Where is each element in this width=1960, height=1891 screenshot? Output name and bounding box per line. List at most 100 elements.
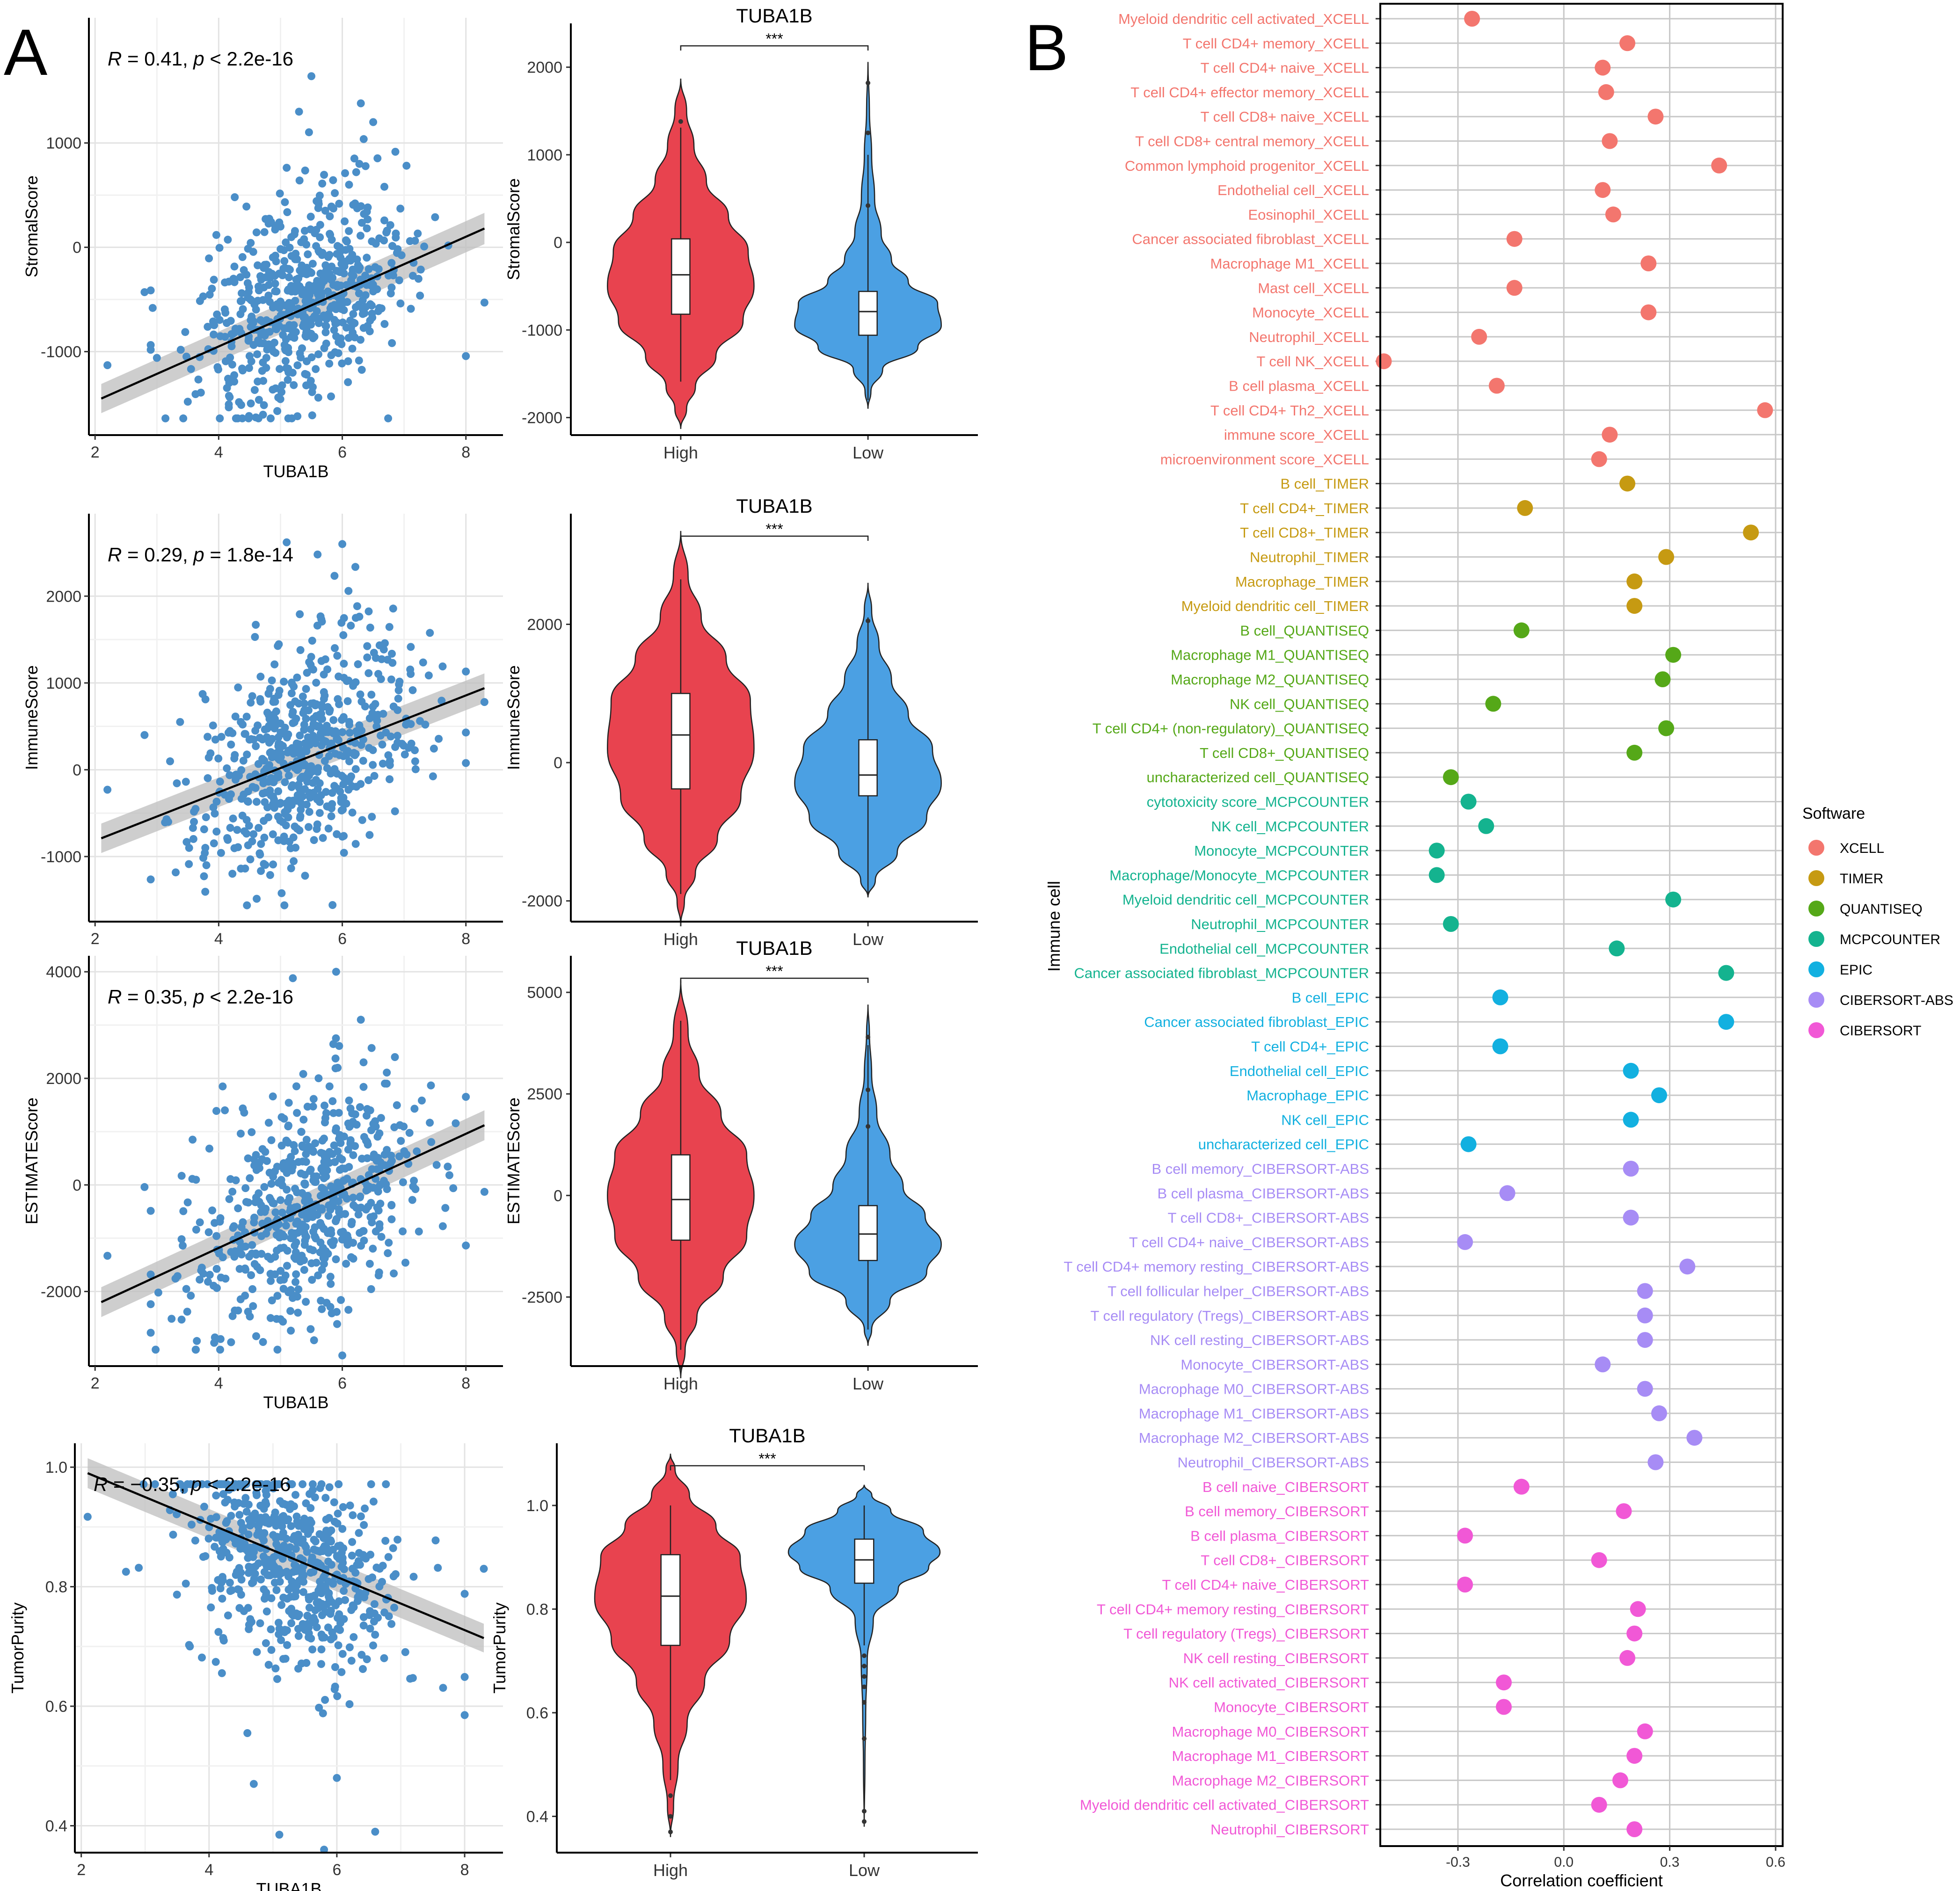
legend-label: TIMER [1840, 871, 1883, 887]
data-point [331, 644, 339, 652]
data-point [321, 1494, 330, 1502]
data-point [322, 339, 330, 348]
data-point [379, 759, 387, 768]
correlation-point [1513, 1478, 1530, 1495]
x-axis-title: TUBA1B [256, 1879, 321, 1891]
data-point [309, 1616, 317, 1624]
data-point [185, 844, 193, 852]
y-tick-label: -1000 [41, 848, 81, 866]
data-point [327, 1226, 335, 1235]
data-point [204, 1228, 213, 1236]
data-point-outlier [140, 1183, 149, 1191]
data-point [278, 1513, 286, 1521]
data-point [216, 332, 225, 341]
data-point [264, 291, 273, 300]
y-tick-label: -2000 [41, 1283, 81, 1301]
data-point [275, 1571, 284, 1579]
data-point [198, 690, 207, 698]
data-point [337, 1228, 345, 1236]
data-point [349, 1254, 357, 1263]
data-point [322, 322, 330, 330]
data-point [196, 1218, 204, 1227]
correlation-point [1460, 793, 1477, 810]
data-point [307, 1593, 316, 1601]
data-point [251, 1198, 260, 1207]
data-point [261, 1207, 269, 1216]
data-point [226, 317, 235, 325]
data-point [256, 1619, 264, 1628]
data-point-outlier [186, 1642, 194, 1651]
data-point [251, 784, 260, 792]
data-point [313, 722, 321, 730]
data-point [348, 1538, 357, 1546]
data-point [345, 227, 353, 235]
data-point [146, 1300, 155, 1309]
data-point [375, 1582, 384, 1591]
data-point [314, 1271, 322, 1280]
data-point [357, 335, 364, 344]
data-point [452, 1119, 460, 1127]
data-point [212, 1491, 220, 1500]
data-point [172, 868, 180, 877]
data-point [284, 1122, 292, 1131]
data-point [388, 339, 396, 347]
correlation-point [1619, 1650, 1636, 1666]
data-point [311, 739, 320, 748]
x-tick-label: 6 [332, 1861, 341, 1879]
data-point [282, 335, 290, 343]
data-point [260, 228, 269, 236]
y-tick-label: 0 [73, 239, 81, 257]
data-point [284, 376, 292, 384]
y-tick-label: 2000 [46, 1070, 81, 1088]
data-point [277, 1196, 284, 1204]
data-point [224, 235, 232, 244]
data-point [219, 1573, 226, 1581]
data-point [267, 1646, 276, 1654]
data-point [168, 1315, 176, 1323]
data-point [146, 346, 155, 354]
data-point [314, 1598, 323, 1606]
data-point [210, 1281, 218, 1290]
data-point [307, 329, 315, 338]
data-point [426, 1119, 434, 1127]
data-point [256, 695, 264, 703]
data-point [345, 757, 353, 765]
correlation-point [1637, 1723, 1653, 1739]
data-point [286, 1307, 295, 1315]
data-point [377, 1233, 386, 1241]
data-point [256, 1513, 265, 1522]
data-point [267, 1179, 276, 1188]
data-point [363, 642, 372, 650]
immune-cell-label: NK cell_MCPCOUNTER [1211, 818, 1369, 835]
correlation-point [1630, 1601, 1646, 1617]
significance-label: *** [765, 521, 783, 538]
data-point [276, 1578, 284, 1586]
legend: Software XCELL TIMER QUANTISEQ MCPCOUNTER EPI… [1802, 805, 1953, 1039]
data-point [391, 1053, 399, 1061]
immune-cell-label: Macrophage/Monocyte_MCPCOUNTER [1109, 867, 1369, 883]
data-point [302, 685, 310, 693]
data-point [407, 305, 415, 313]
data-point [340, 849, 348, 857]
data-point [338, 1525, 347, 1533]
data-point [148, 304, 157, 312]
data-point [307, 353, 316, 362]
x-tick-label: 6 [338, 1375, 347, 1392]
data-point [316, 221, 324, 229]
data-point [416, 717, 424, 725]
data-point [161, 414, 170, 422]
immune-cell-label: T cell CD4+ naive_CIBERSORT [1162, 1577, 1370, 1593]
data-point [308, 388, 316, 396]
correlation-point [1623, 1062, 1639, 1079]
data-point [330, 1197, 338, 1206]
data-point [243, 797, 252, 806]
data-point [348, 1564, 357, 1573]
immune-cell-label: Endothelial cell_EPIC [1230, 1063, 1369, 1079]
immune-cell-label: B cell naive_CIBERSORT [1202, 1479, 1369, 1495]
data-point [328, 789, 336, 797]
data-point [215, 1528, 224, 1536]
data-point [267, 414, 275, 422]
regression-line [101, 687, 485, 839]
data-point [374, 1154, 382, 1162]
data-point [227, 729, 236, 737]
